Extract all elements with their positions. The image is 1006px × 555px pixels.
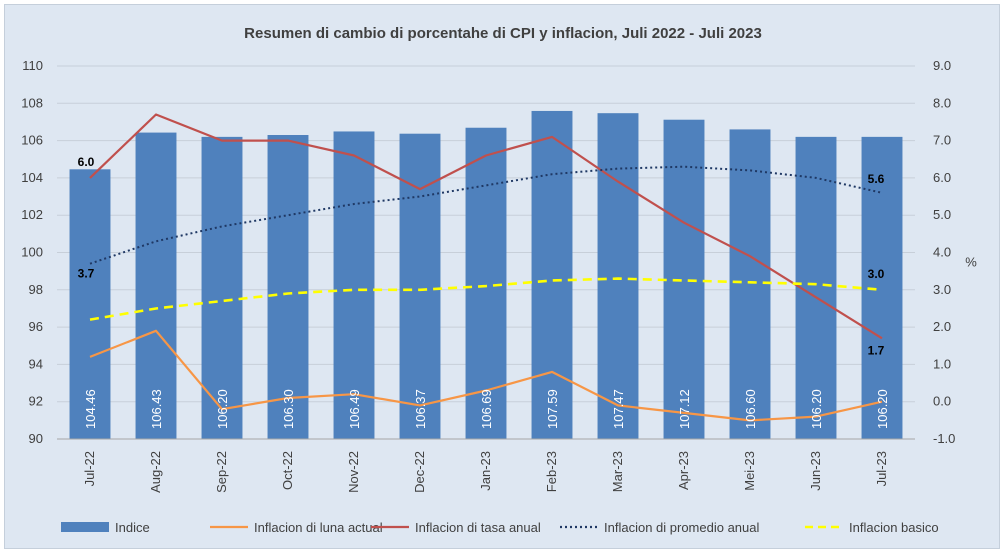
y-left-tick-label: 104: [21, 170, 43, 185]
y-right-tick-label: 5.0: [933, 207, 951, 222]
y-left-tick-label: 108: [21, 95, 43, 110]
bar-value-label: 106.37: [413, 389, 428, 429]
data-annotation: 5.6: [868, 172, 885, 186]
x-tick-label: Jul-23: [874, 451, 889, 486]
bar-value-label: 106.43: [149, 389, 164, 429]
bar-value-label: 106.60: [743, 389, 758, 429]
y-right-tick-label: 8.0: [933, 95, 951, 110]
bar-value-label: 107.12: [677, 389, 692, 429]
x-tick-label: Nov-22: [346, 451, 361, 493]
x-tick-label: Jul-22: [82, 451, 97, 486]
bar-value-label: 106.20: [809, 389, 824, 429]
legend-swatch: [61, 522, 109, 532]
legend-label: Inflacion basico: [849, 520, 939, 535]
chart-svg: Resumen di cambio di porcentahe di CPI y…: [5, 5, 1001, 550]
x-tick-label: Dec-22: [412, 451, 427, 493]
bar-value-label: 106.49: [347, 389, 362, 429]
bar-value-label: 107.59: [545, 389, 560, 429]
chart-title: Resumen di cambio di porcentahe di CPI y…: [244, 25, 762, 42]
legend-label: Inflacion di tasa anual: [415, 520, 541, 535]
chart-frame: Resumen di cambio di porcentahe di CPI y…: [4, 4, 1000, 549]
y-right-tick-label: -1.0: [933, 431, 955, 446]
data-annotation: 3.7: [78, 267, 95, 281]
legend-label: Inflacion di luna actual: [254, 520, 383, 535]
y-right-tick-label: 7.0: [933, 133, 951, 148]
bar-value-label: 106.30: [281, 389, 296, 429]
y-right-tick-label: 2.0: [933, 319, 951, 334]
y-right-tick-label: 3.0: [933, 282, 951, 297]
y-right-tick-label: 4.0: [933, 245, 951, 260]
x-tick-label: Sep-22: [214, 451, 229, 493]
data-annotation: 3.0: [868, 267, 885, 281]
y-right-tick-label: 0.0: [933, 394, 951, 409]
y-left-tick-label: 110: [22, 58, 43, 73]
bar-value-label: 104.46: [83, 389, 98, 429]
x-tick-label: Jan-23: [478, 451, 493, 491]
legend: Indice Inflacion di luna actual Inflacion …: [61, 520, 939, 535]
y-right-tick-label: 9.0: [933, 58, 951, 73]
x-tick-label: Feb-23: [544, 451, 559, 492]
y-left-tick-label: 90: [29, 431, 43, 446]
y-left-tick-label: 98: [29, 282, 43, 297]
y-right-axis-label: %: [965, 255, 977, 270]
x-tick-label: Jun-23: [808, 451, 823, 491]
bar-value-label: 106.20: [875, 389, 890, 429]
y-right-tick-label: 1.0: [933, 356, 951, 371]
bar-value-label: 106.69: [479, 389, 494, 429]
bar-value-label: 107.47: [611, 389, 626, 429]
data-annotation: 6.0: [78, 155, 95, 169]
y-left-tick-label: 100: [21, 245, 43, 260]
legend-label: Indice: [115, 520, 150, 535]
y-right-tick-label: 6.0: [933, 170, 951, 185]
y-left-tick-label: 96: [29, 319, 43, 334]
x-tick-label: Mei-23: [742, 451, 757, 491]
y-left-tick-label: 92: [29, 394, 43, 409]
data-annotation: 1.7: [868, 343, 885, 357]
x-tick-label: Aug-22: [148, 451, 163, 493]
y-left-tick-label: 102: [21, 207, 43, 222]
y-left-tick-label: 94: [29, 356, 43, 371]
y-left-tick-label: 106: [21, 133, 43, 148]
x-tick-label: Apr-23: [676, 451, 691, 490]
bar-value-label: 106.20: [215, 389, 230, 429]
x-tick-label: Mar-23: [610, 451, 625, 492]
x-tick-label: Oct-22: [280, 451, 295, 490]
legend-label: Inflacion di promedio anual: [604, 520, 759, 535]
